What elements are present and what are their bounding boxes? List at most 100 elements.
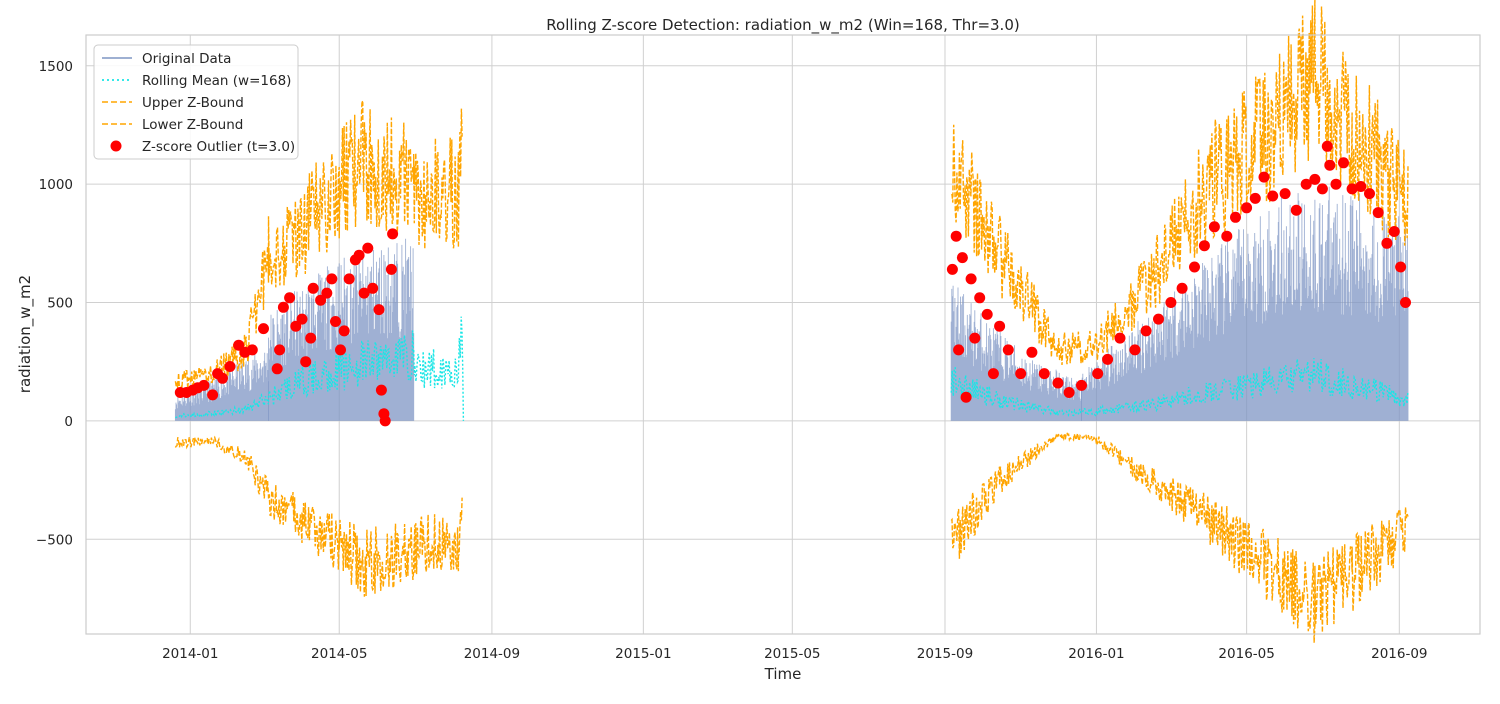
outlier-point: [1316, 183, 1328, 195]
legend-outlier-swatch: [110, 140, 122, 152]
outlier-point: [1381, 237, 1393, 249]
outlier-point: [1129, 344, 1141, 356]
outlier-point: [358, 287, 370, 299]
outlier-point: [207, 389, 219, 401]
x-tick-label: 2016-05: [1218, 646, 1274, 662]
outlier-point: [375, 384, 387, 396]
outlier-point: [956, 252, 968, 264]
plot-frame: [85, 34, 1481, 635]
legend-box: [93, 44, 299, 160]
outlier-point: [969, 332, 981, 344]
rolling-mean-line: [175, 316, 1409, 421]
outlier-point: [953, 344, 965, 356]
y-axis-label: radiation_w_m2: [16, 275, 35, 393]
outlier-point: [1002, 344, 1014, 356]
outlier-point: [224, 361, 236, 372]
outlier-point: [1165, 297, 1177, 308]
outlier-point: [1372, 207, 1384, 219]
x-tick-label: 2016-09: [1371, 646, 1427, 662]
outlier-point: [290, 320, 302, 332]
outlier-point: [950, 230, 962, 242]
outlier-point: [1300, 178, 1312, 190]
outlier-point: [1249, 192, 1261, 204]
outlier-point: [1140, 325, 1152, 337]
legend-upper-label: Upper Z-Bound: [142, 95, 244, 111]
outlier-point: [1346, 183, 1358, 195]
x-tick-label: 2016-01: [1068, 646, 1124, 662]
outlier-point: [1153, 313, 1164, 325]
chart-title: Rolling Z-score Detection: radiation_w_m…: [546, 16, 1019, 35]
outlier-point: [246, 344, 258, 356]
outlier-point: [987, 368, 999, 380]
outlier-point: [362, 242, 374, 254]
outlier-point: [1038, 368, 1050, 380]
tick-layer: 2014-01 2014-05 2014-09 2015-01 2015-05 2015-…: [36, 59, 1428, 662]
outlier-point: [335, 344, 346, 356]
outlier-point: [300, 356, 312, 368]
outlier-point: [271, 363, 283, 375]
y-tick-label: −500: [36, 532, 73, 548]
y-tick-label: 1500: [39, 59, 73, 75]
outlier-point: [1364, 188, 1375, 200]
outlier-point: [198, 379, 210, 391]
outlier-point: [274, 344, 286, 356]
outlier-point: [1321, 140, 1333, 152]
outlier-point: [373, 304, 385, 316]
outlier-point: [1063, 387, 1075, 398]
outlier-point: [330, 316, 341, 327]
outlier-point: [981, 308, 993, 320]
outlier-point: [367, 282, 379, 294]
outlier-point: [284, 292, 296, 304]
outlier-point: [1400, 297, 1411, 308]
legend-original-label: Original Data: [142, 51, 231, 67]
outlier-point: [326, 273, 338, 285]
outlier-point: [1267, 190, 1279, 202]
x-tick-label: 2015-09: [917, 646, 973, 662]
outlier-point: [338, 325, 350, 337]
y-tick-label: 0: [64, 414, 73, 430]
lower-z-bound-line: [174, 430, 1409, 643]
outlier-point: [1198, 240, 1210, 252]
outlier-point: [1092, 368, 1104, 380]
outlier-point: [965, 273, 977, 285]
outlier-point: [1076, 379, 1087, 391]
outlier-point: [974, 292, 986, 304]
outlier-point: [217, 372, 228, 384]
x-tick-label: 2014-01: [162, 646, 218, 662]
outlier-point: [387, 228, 399, 240]
outlier-point: [960, 391, 972, 403]
outlier-point: [1324, 159, 1336, 171]
outlier-point: [994, 320, 1006, 332]
x-tick-label: 2015-05: [764, 646, 820, 662]
outlier-point: [277, 301, 289, 313]
y-tick-label: 500: [47, 296, 73, 312]
outlier-point: [1338, 157, 1349, 169]
outlier-point: [315, 294, 327, 306]
outlier-point: [1015, 368, 1027, 380]
outlier-point: [379, 415, 391, 427]
outlier-point: [305, 332, 317, 344]
outlier-point: [343, 273, 355, 285]
outlier-point: [1221, 230, 1233, 242]
x-tick-label: 2014-09: [464, 646, 520, 662]
outlier-point: [296, 313, 308, 325]
outlier-point: [1189, 261, 1200, 273]
upper-z-bound-line: [174, 0, 1409, 391]
outlier-point: [1026, 346, 1038, 358]
legend-outlier-label: Z-score Outlier (t=3.0): [142, 139, 295, 155]
outlier-point: [1279, 188, 1291, 200]
outlier-point: [258, 323, 269, 335]
legend-rolling-label: Rolling Mean (w=168): [142, 73, 291, 89]
outlier-point: [1208, 221, 1220, 233]
outlier-point: [1052, 377, 1064, 389]
data-layer: [174, 0, 1411, 643]
outlier-point: [1290, 204, 1302, 216]
outlier-point: [946, 263, 958, 275]
x-tick-label: 2015-01: [615, 646, 671, 662]
outlier-point: [1230, 211, 1241, 223]
outlier-point: [1355, 181, 1367, 192]
outlier-point: [1395, 261, 1407, 273]
outlier-point: [307, 282, 319, 294]
